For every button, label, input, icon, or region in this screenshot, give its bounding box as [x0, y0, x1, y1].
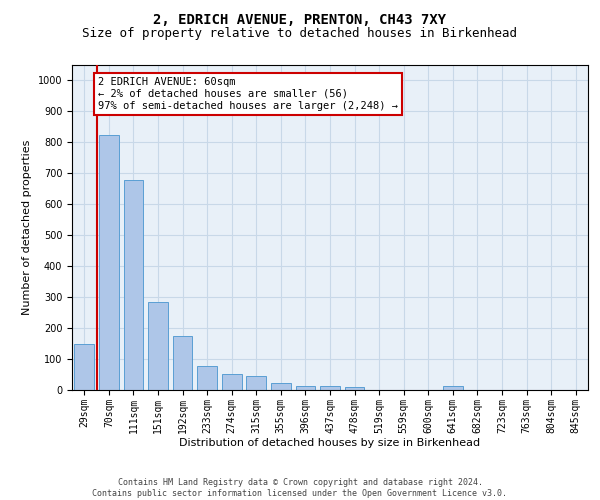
Bar [197, 366, 217, 390]
Bar [124, 180, 143, 390]
Bar [222, 374, 242, 390]
Bar [173, 336, 193, 390]
Bar [74, 344, 94, 390]
Y-axis label: Number of detached properties: Number of detached properties [22, 140, 32, 315]
Bar [99, 134, 119, 390]
Bar [443, 386, 463, 390]
Bar [345, 387, 364, 390]
Bar [271, 383, 290, 390]
Bar [296, 386, 315, 390]
X-axis label: Distribution of detached houses by size in Birkenhead: Distribution of detached houses by size … [179, 438, 481, 448]
Text: Contains HM Land Registry data © Crown copyright and database right 2024.
Contai: Contains HM Land Registry data © Crown c… [92, 478, 508, 498]
Bar [148, 302, 168, 390]
Text: 2 EDRICH AVENUE: 60sqm
← 2% of detached houses are smaller (56)
97% of semi-deta: 2 EDRICH AVENUE: 60sqm ← 2% of detached … [98, 78, 398, 110]
Text: 2, EDRICH AVENUE, PRENTON, CH43 7XY: 2, EDRICH AVENUE, PRENTON, CH43 7XY [154, 12, 446, 26]
Bar [320, 386, 340, 390]
Bar [247, 376, 266, 390]
Text: Size of property relative to detached houses in Birkenhead: Size of property relative to detached ho… [83, 28, 517, 40]
